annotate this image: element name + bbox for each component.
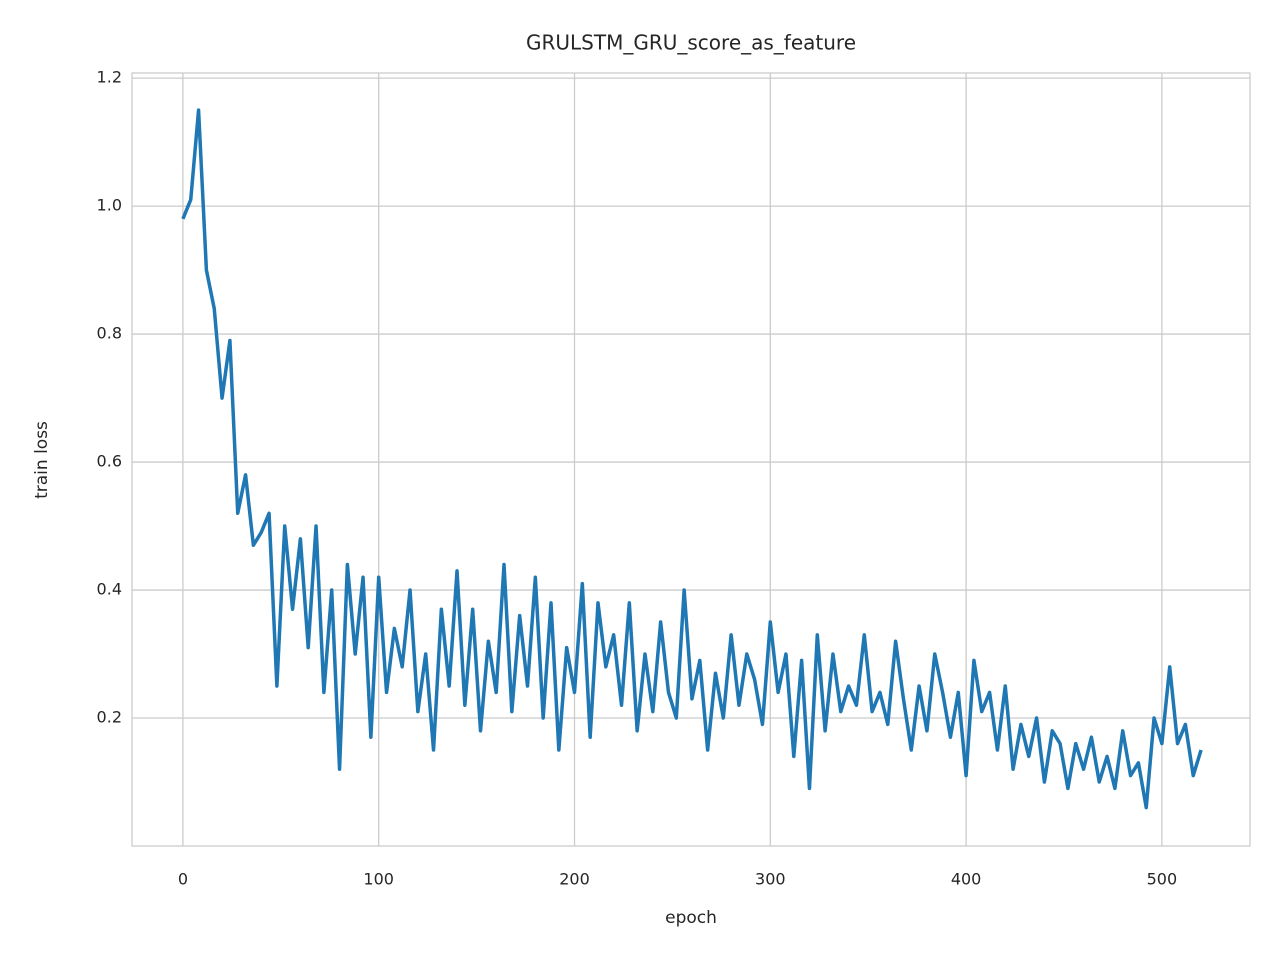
x-tick-label: 400 <box>951 870 982 889</box>
y-tick-label: 1.0 <box>97 196 122 215</box>
x-tick-label: 200 <box>559 870 590 889</box>
plot-frame <box>131 72 1251 847</box>
chart-title: GRULSTM_GRU_score_as_feature <box>526 31 856 55</box>
y-tick-label: 0.2 <box>97 708 122 727</box>
y-tick-label: 0.8 <box>97 324 122 343</box>
x-tick-label: 300 <box>755 870 786 889</box>
y-axis-label: train loss <box>32 421 52 499</box>
y-tick-label: 1.2 <box>97 68 122 87</box>
y-tick-label: 0.4 <box>97 580 122 599</box>
x-tick-label: 100 <box>363 870 394 889</box>
data-line <box>181 108 1203 810</box>
x-tick-label: 0 <box>178 870 188 889</box>
y-tick-label: 0.6 <box>97 452 122 471</box>
x-axis-label: epoch <box>665 908 717 928</box>
x-tick-label: 500 <box>1147 870 1178 889</box>
